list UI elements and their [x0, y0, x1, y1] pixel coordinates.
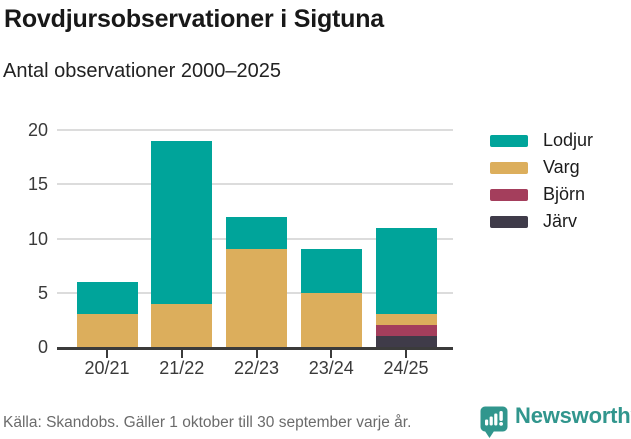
bar-segment-24-25-järv	[375, 336, 437, 347]
chart-title: Rovdjursobservationer i Sigtuna	[4, 5, 384, 33]
chart-subtitle: Antal observationer 2000–2025	[3, 60, 281, 82]
gridline-y-20	[57, 129, 453, 131]
x-axis-tick	[106, 350, 108, 358]
bar-segment-22-23-lodjur	[226, 216, 287, 250]
legend-swatch	[490, 188, 528, 201]
legend-swatch	[490, 215, 528, 228]
plot-area	[57, 129, 453, 350]
legend-swatch	[490, 161, 528, 174]
newsworthy-speech-bubble-icon	[480, 406, 508, 438]
bar-segment-24-25-björn	[375, 325, 437, 337]
y-axis-tick-label: 0	[37, 337, 48, 357]
bar-segment-24-25-lodjur	[375, 227, 437, 315]
legend-label: Lodjur	[543, 130, 594, 150]
x-axis-tick-label: 23/24	[308, 358, 354, 378]
x-axis-tick	[180, 350, 183, 358]
x-axis-tick-label: 20/21	[84, 358, 130, 378]
x-axis-tick-label: 22/23	[233, 358, 280, 378]
y-axis-tick-label: 10	[27, 228, 48, 249]
bar-segment-23-24-varg	[300, 292, 362, 347]
legend-label: Björn	[543, 184, 586, 204]
bar-segment-21-22-lodjur	[151, 140, 213, 304]
legend-item-varg: Varg	[490, 154, 593, 181]
x-axis-tick	[255, 350, 258, 358]
x-axis-tick	[330, 350, 333, 358]
bar-segment-22-23-varg	[226, 249, 287, 347]
legend-item-järv: Järv	[490, 208, 593, 235]
newsworthy-wordmark: Newsworthy	[515, 403, 631, 428]
bar-segment-24-25-varg	[375, 314, 437, 326]
gridline-y-15	[57, 183, 453, 186]
bar-segment-20-21-lodjur	[76, 281, 138, 315]
bar-segment-20-21-varg	[76, 314, 138, 347]
bar-segment-21-22-varg	[151, 303, 213, 347]
legend-label: Varg	[543, 157, 580, 177]
legend-item-björn: Björn	[490, 181, 593, 208]
y-axis-tick-label: 20	[27, 120, 48, 140]
x-axis-tick-label: 24/25	[383, 358, 429, 378]
newsworthy-logo[interactable]: Newsworthy	[480, 403, 631, 439]
legend-label: Järv	[543, 211, 578, 231]
x-axis-tick-label: 21/22	[159, 358, 205, 378]
legend-item-lodjur: Lodjur	[490, 127, 593, 154]
bar-segment-23-24-lodjur	[300, 249, 362, 293]
x-axis-tick	[405, 350, 407, 358]
legend: Lodjur Varg Björn Järv	[490, 127, 593, 235]
y-axis-tick-label: 15	[27, 174, 48, 195]
legend-swatch	[490, 134, 528, 147]
y-axis-tick-label: 5	[37, 282, 48, 303]
source-note: Källa: Skandobs. Gäller 1 oktober till 3…	[3, 414, 412, 431]
